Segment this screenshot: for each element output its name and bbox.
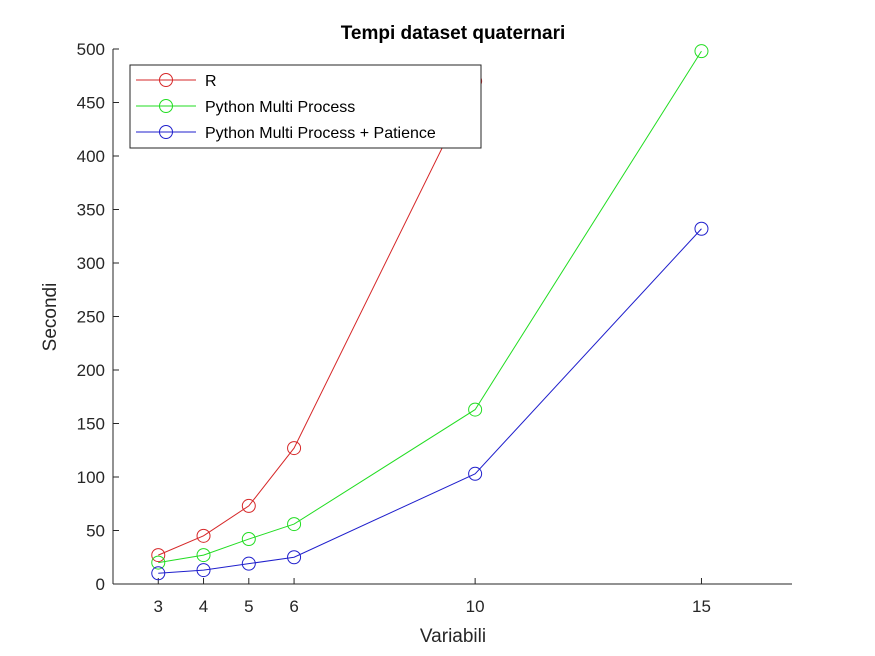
x-tick-label: 4: [199, 597, 208, 616]
legend-marker: [159, 73, 173, 87]
y-tick-label: 50: [86, 522, 105, 541]
legend-marker: [159, 125, 173, 139]
series-layer: [151, 44, 709, 581]
legend-item: R: [136, 73, 217, 90]
data-point: [287, 517, 302, 532]
x-tick-label: 6: [289, 597, 298, 616]
legend: R Python Multi Process Python Multi Proces…: [129, 64, 482, 149]
data-point: [151, 566, 166, 581]
x-tick-label: 15: [692, 597, 711, 616]
data-point: [468, 466, 483, 481]
y-tick-label: 300: [77, 254, 105, 273]
legend-label: Python Multi Process + Patience: [205, 125, 436, 142]
data-point: [694, 44, 709, 59]
y-tick-label: 150: [77, 415, 105, 434]
legend-label: Python Multi Process: [205, 99, 355, 116]
y-tick-label: 450: [77, 94, 105, 113]
series-line: [158, 50, 702, 564]
y-tick-label: 100: [77, 468, 105, 487]
series-line: [158, 80, 476, 556]
data-point: [151, 555, 166, 570]
data-point: [241, 556, 256, 571]
data-point: [196, 528, 211, 543]
data-point: [196, 563, 211, 578]
y-tick-label: 500: [77, 40, 105, 59]
series-2: [151, 221, 709, 581]
y-axis-label: Secondi: [40, 283, 61, 352]
x-tick-label: 3: [154, 597, 163, 616]
x-axis-label: Variabili: [420, 626, 486, 647]
legend-item: Python Multi Process: [136, 99, 355, 116]
data-point: [241, 532, 256, 547]
x-tick-label: 5: [244, 597, 253, 616]
legend-marker: [159, 99, 173, 113]
data-point: [196, 548, 211, 563]
legend-label: R: [205, 73, 217, 90]
y-tick-label: 250: [77, 308, 105, 327]
y-tick-label: 350: [77, 201, 105, 220]
series-0: [151, 74, 483, 563]
data-point: [287, 441, 302, 456]
data-point: [468, 402, 483, 417]
data-point: [287, 550, 302, 565]
series-1: [151, 44, 709, 570]
y-tick-label: 400: [77, 147, 105, 166]
y-tick-label: 0: [96, 575, 105, 594]
data-point: [694, 221, 709, 236]
series-line: [158, 228, 702, 574]
x-tick-label: 10: [466, 597, 485, 616]
legend-item: Python Multi Process + Patience: [136, 125, 436, 142]
y-tick-label: 200: [77, 361, 105, 380]
data-point: [151, 548, 166, 563]
data-point: [241, 498, 256, 513]
chart-title: Tempi dataset quaternari: [341, 23, 566, 44]
